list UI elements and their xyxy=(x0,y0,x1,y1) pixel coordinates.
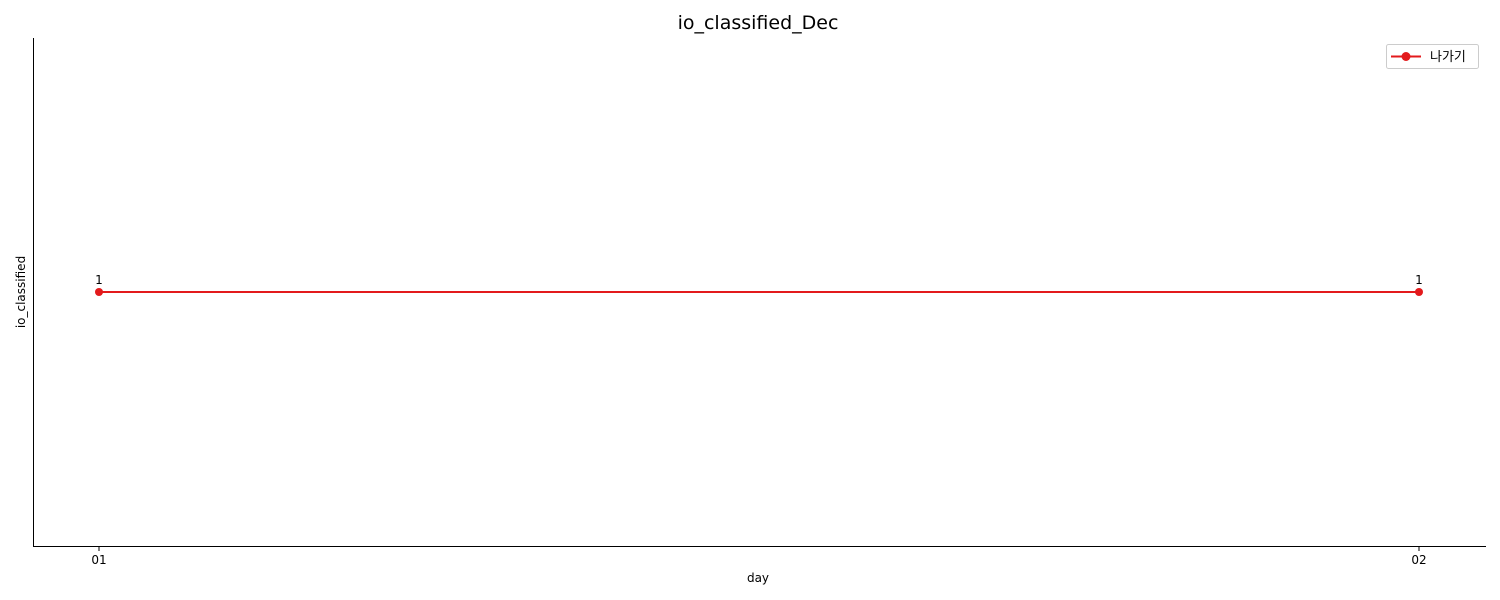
axes xyxy=(33,38,1486,547)
legend: 나가기 xyxy=(1386,44,1479,69)
data-point xyxy=(1415,288,1423,296)
data-point xyxy=(95,288,103,296)
data-label: 1 xyxy=(95,273,103,287)
chart-title: io_classified_Dec xyxy=(678,12,839,34)
legend-label: 나가기 xyxy=(1430,50,1466,65)
legend-marker-swatch xyxy=(1401,52,1411,61)
x-axis-label: day xyxy=(747,571,769,585)
x-ticks: 01 02 xyxy=(91,546,1427,567)
x-tick-label: 02 xyxy=(1411,553,1426,567)
x-tick-label: 01 xyxy=(91,553,106,567)
y-axis-label: io_classified xyxy=(14,256,28,328)
data-label: 1 xyxy=(1415,273,1423,287)
legend-box xyxy=(1386,44,1479,69)
